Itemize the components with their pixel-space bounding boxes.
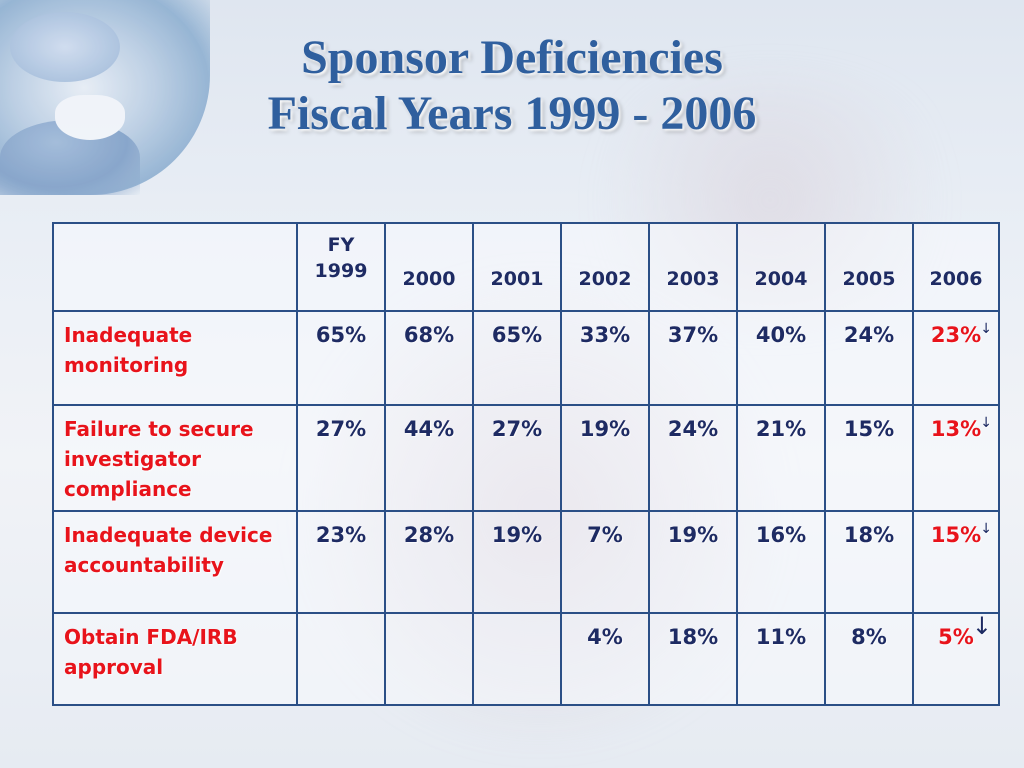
cell-value: 5%: [938, 625, 974, 649]
table-cell: 68%: [384, 310, 474, 406]
table-cell: 19%: [648, 510, 738, 614]
header-year-2001: 2001: [472, 222, 562, 312]
table-cell: 16%: [736, 510, 826, 614]
table-cell: 33%: [560, 310, 650, 406]
down-arrow-icon: ↓: [971, 612, 992, 640]
header-corner-cell: [52, 222, 298, 312]
header-year-2000: 2000: [384, 222, 474, 312]
table-cell: 4%: [560, 612, 650, 706]
table-cell: 27%: [296, 404, 386, 512]
table-cell: 23%: [296, 510, 386, 614]
surgical-cap-shape: [10, 12, 120, 82]
table-cell-2006: 5% ↓: [912, 612, 1000, 706]
year-label: 2001: [490, 268, 544, 290]
header-year-2002: 2002: [560, 222, 650, 312]
table-cell: 37%: [648, 310, 738, 406]
table-row: Failure to secure investigator complianc…: [52, 404, 1000, 512]
table-cell: 18%: [824, 510, 914, 614]
down-arrow-icon: ↓: [980, 321, 992, 337]
down-arrow-icon: ↓: [980, 521, 992, 537]
year-label: 2005: [842, 268, 896, 290]
year-label: 2003: [666, 268, 720, 290]
cell-value: 23%: [930, 323, 982, 347]
table-cell: 7%: [560, 510, 650, 614]
header-year-2003: 2003: [648, 222, 738, 312]
table-cell: [296, 612, 386, 706]
header-year-2004: 2004: [736, 222, 826, 312]
table-cell: 8%: [824, 612, 914, 706]
surgical-mask-shape: [55, 95, 125, 140]
row-label: Inadequate device accountability: [52, 510, 298, 614]
table-cell: 18%: [648, 612, 738, 706]
cell-value: 15%: [930, 523, 982, 547]
cell-value: 13%: [930, 417, 982, 441]
table-cell: 21%: [736, 404, 826, 512]
table-cell: 11%: [736, 612, 826, 706]
year-label: 2000: [402, 268, 456, 290]
header-year-2006: 2006: [912, 222, 1000, 312]
table-cell-2006: 15% ↓: [912, 510, 1000, 614]
table-row: Inadequate monitoring 65% 68% 65% 33% 37…: [52, 310, 1000, 406]
year-label: 1999: [314, 260, 368, 282]
table-row: Obtain FDA/IRB approval 4% 18% 11% 8% 5%…: [52, 612, 1000, 706]
table-cell: 24%: [824, 310, 914, 406]
row-label: Obtain FDA/IRB approval: [52, 612, 298, 706]
header-year-2005: 2005: [824, 222, 914, 312]
table-cell: 15%: [824, 404, 914, 512]
year-label: 2006: [929, 268, 983, 290]
down-arrow-icon: ↓: [980, 415, 992, 431]
table-cell: 44%: [384, 404, 474, 512]
table-cell-2006: 13% ↓: [912, 404, 1000, 512]
table-cell: 28%: [384, 510, 474, 614]
table-cell: 40%: [736, 310, 826, 406]
row-label: Failure to secure investigator complianc…: [52, 404, 298, 512]
deficiencies-table: FY 1999 2000 2001 2002 2003 2004 2005 20…: [52, 222, 1000, 706]
table-cell-2006: 23% ↓: [912, 310, 1000, 406]
table-cell: 24%: [648, 404, 738, 512]
table-cell: 19%: [560, 404, 650, 512]
table-cell: [472, 612, 562, 706]
fy-label: FY: [327, 234, 355, 256]
table-cell: [384, 612, 474, 706]
title-line-2: Fiscal Years 1999 - 2006: [267, 87, 757, 140]
header-year-1999: FY 1999: [296, 222, 386, 312]
header-row: FY 1999 2000 2001 2002 2003 2004 2005 20…: [52, 222, 1000, 312]
table-cell: 27%: [472, 404, 562, 512]
slide-title: Sponsor Deficiencies Fiscal Years 1999 -…: [0, 30, 1024, 142]
year-label: 2004: [754, 268, 808, 290]
year-label: 2002: [578, 268, 632, 290]
row-label: Inadequate monitoring: [52, 310, 298, 406]
table-cell: 19%: [472, 510, 562, 614]
table-cell: 65%: [472, 310, 562, 406]
table-row: Inadequate device accountability 23% 28%…: [52, 510, 1000, 614]
title-line-1: Sponsor Deficiencies: [301, 31, 723, 84]
table-cell: 65%: [296, 310, 386, 406]
